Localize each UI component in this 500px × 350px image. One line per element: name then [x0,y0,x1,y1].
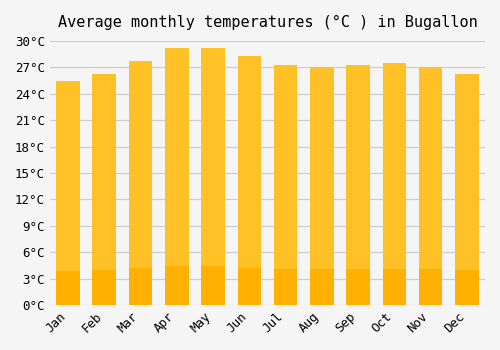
Bar [310,270,334,305]
Bar [274,65,297,305]
Bar [455,74,478,305]
Bar [128,61,152,305]
Bar [56,80,80,305]
Bar [165,48,188,305]
Bar [202,266,225,305]
Bar [382,63,406,305]
Bar [56,271,80,305]
Bar [92,271,116,305]
Bar [274,269,297,305]
Bar [455,271,478,305]
Bar [346,269,370,305]
Bar [346,65,370,305]
Bar [382,269,406,305]
Bar [238,268,261,305]
Bar [165,266,188,305]
Bar [419,270,442,305]
Bar [202,48,225,305]
Title: Average monthly temperatures (°C ) in Bugallon: Average monthly temperatures (°C ) in Bu… [58,15,478,30]
Bar [92,74,116,305]
Bar [419,67,442,305]
Bar [238,56,261,305]
Bar [310,67,334,305]
Bar [128,268,152,305]
